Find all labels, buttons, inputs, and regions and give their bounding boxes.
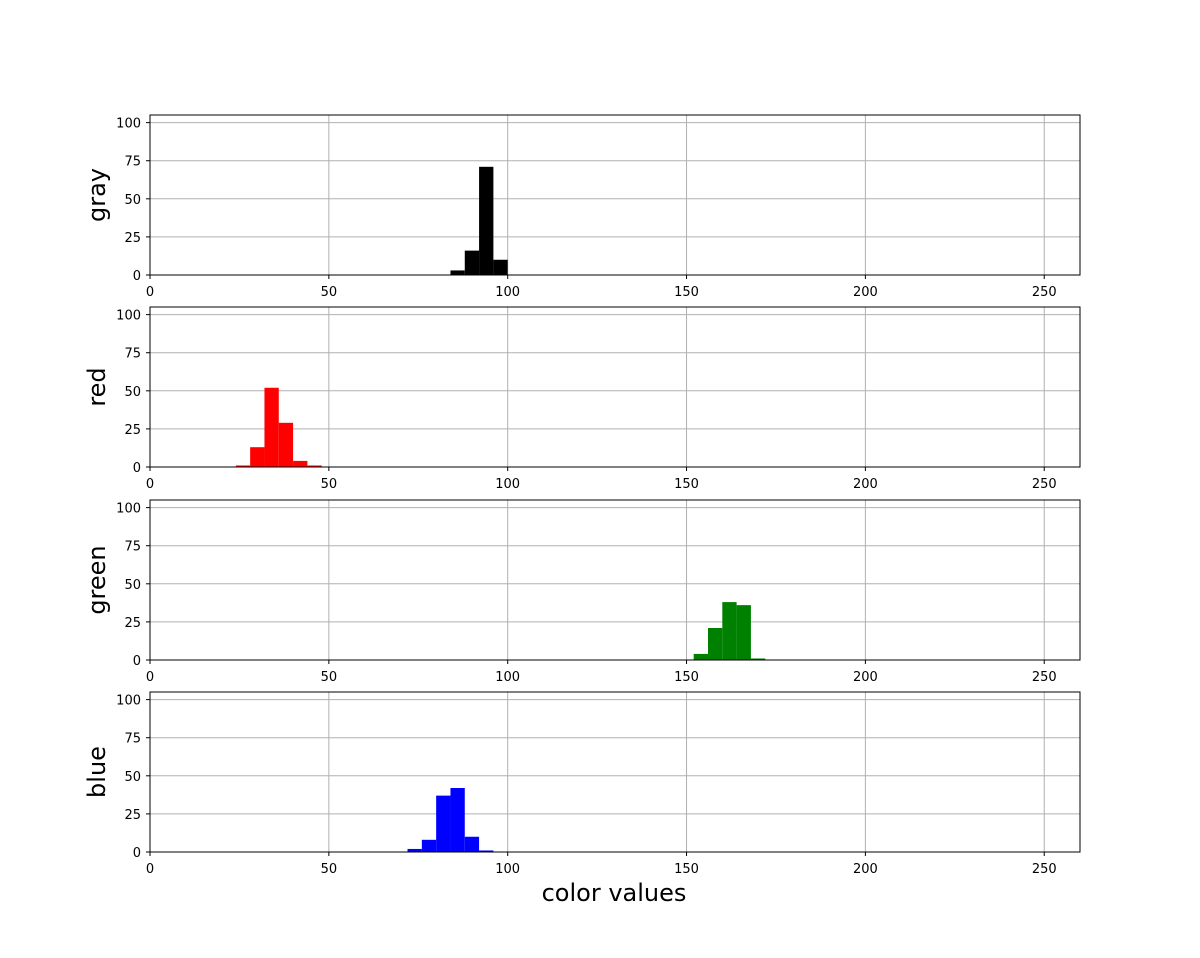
histogram-bar [293,460,308,467]
y-tick-label: 0 [133,269,141,284]
x-tick-label: 250 [1032,862,1057,877]
y-tick-label: 0 [133,846,141,861]
y-tick-label: 25 [124,423,141,438]
histogram-bar [450,788,465,852]
x-tick-label: 150 [674,477,699,492]
plot-frame [149,114,1081,276]
y-tick-label: 100 [116,117,141,132]
x-tick-label: 100 [495,477,520,492]
x-tick-label: 100 [495,862,520,877]
y-axis-label: red [83,367,111,406]
histogram-bar [307,465,322,467]
y-tick-label: 25 [124,231,141,246]
histogram-bar [278,422,294,467]
x-tick-label: 0 [146,670,154,685]
histogram-bar [750,658,766,660]
x-axis-label: color values [542,879,687,907]
x-tick-label: 200 [853,670,878,685]
x-tick-label: 150 [674,862,699,877]
y-tick-label: 25 [124,808,141,823]
histogram-bar [407,848,422,852]
histogram-bar [479,850,494,852]
x-tick-label: 200 [853,477,878,492]
histogram-bar [464,836,480,852]
plot-frame [149,499,1081,661]
histogram-bar [421,839,437,852]
x-tick-label: 50 [321,285,338,300]
y-tick-label: 100 [116,502,141,517]
x-tick-label: 250 [1032,670,1057,685]
x-tick-label: 150 [674,670,699,685]
x-tick-label: 200 [853,862,878,877]
y-tick-label: 100 [116,309,141,324]
histogram-bar [436,795,451,852]
plot-frame [149,691,1081,853]
histogram-bar [479,166,494,275]
x-tick-label: 0 [146,862,154,877]
histogram-panel-gray: 0 50 100 150 200 250 0 25 50 75 100 gray [83,114,1081,300]
y-tick-label: 50 [124,385,141,400]
histogram-bar [493,259,508,275]
histogram-bar [722,602,737,660]
histogram-bar [708,628,723,660]
histogram-bar [235,465,251,467]
histogram-bar [736,605,751,660]
y-axis-label: green [83,545,111,614]
histogram-bar [264,387,279,467]
y-tick-label: 50 [124,193,141,208]
histogram-panel-blue: 0 50 100 150 200 250 0 25 50 75 100 blue [83,691,1081,877]
histogram-panel-green: 0 50 100 150 200 250 0 25 50 75 100 green [83,499,1081,685]
histogram-bar [693,653,708,660]
x-tick-label: 100 [495,285,520,300]
y-axis-label: blue [83,746,111,798]
histogram-bar [250,447,265,467]
x-tick-label: 250 [1032,477,1057,492]
x-tick-label: 50 [321,670,338,685]
y-tick-label: 25 [124,616,141,631]
x-tick-label: 0 [146,285,154,300]
x-tick-label: 100 [495,670,520,685]
y-tick-label: 50 [124,578,141,593]
y-tick-label: 75 [124,540,141,555]
x-tick-label: 150 [674,285,699,300]
y-tick-label: 0 [133,654,141,669]
x-tick-label: 50 [321,862,338,877]
y-tick-label: 100 [116,694,141,709]
y-axis-label: gray [83,168,111,222]
y-tick-label: 50 [124,770,141,785]
x-tick-label: 0 [146,477,154,492]
y-tick-label: 75 [124,155,141,170]
x-tick-label: 200 [853,285,878,300]
x-tick-label: 50 [321,477,338,492]
plot-frame [149,306,1081,468]
histogram-bar [464,250,480,275]
histogram-panel-red: 0 50 100 150 200 250 0 25 50 75 100 red [83,306,1081,492]
y-tick-label: 75 [124,347,141,362]
histogram-bar [450,270,465,275]
y-tick-label: 0 [133,461,141,476]
x-tick-label: 250 [1032,285,1057,300]
y-tick-label: 75 [124,732,141,747]
